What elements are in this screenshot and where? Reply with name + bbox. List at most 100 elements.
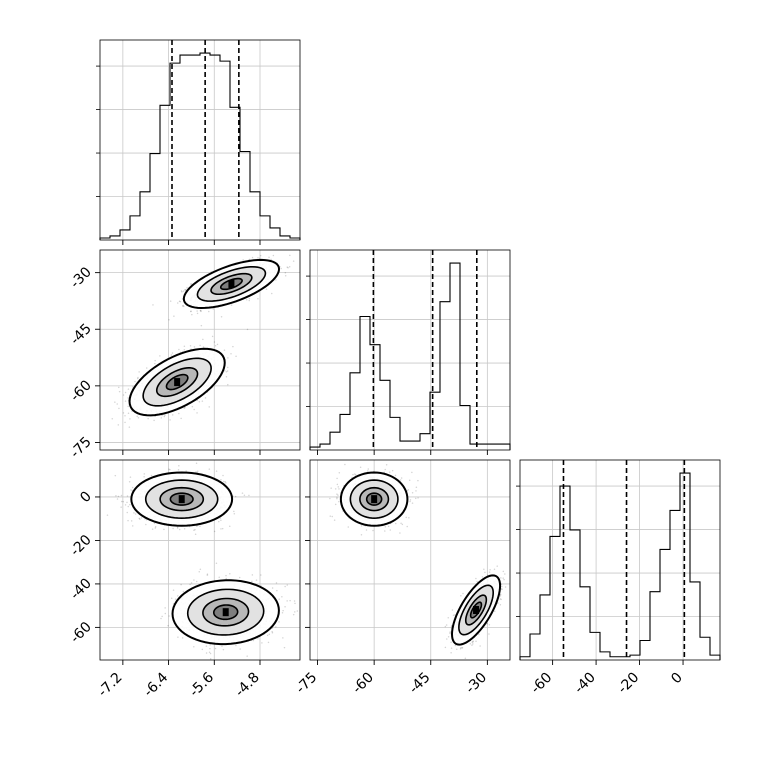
scatter-point — [220, 520, 222, 522]
scatter-point — [123, 394, 125, 396]
scatter-point — [227, 370, 229, 372]
scatter-point — [164, 416, 166, 418]
scatter-point — [222, 475, 224, 477]
scatter-point — [144, 473, 146, 475]
scatter-point — [124, 422, 126, 424]
scatter-point — [220, 479, 222, 481]
scatter-point — [183, 306, 185, 308]
scatter-point — [184, 407, 186, 409]
scatter-point — [202, 339, 204, 341]
scatter-point — [220, 528, 222, 530]
scatter-point — [252, 257, 254, 259]
scatter-point — [223, 481, 225, 483]
scatter-point — [212, 336, 214, 338]
scatter-point — [201, 325, 203, 327]
scatter-point — [249, 298, 251, 300]
scatter-point — [172, 528, 174, 530]
scatter-point — [215, 345, 217, 347]
scatter-point — [197, 313, 199, 315]
scatter-point — [268, 256, 270, 258]
scatter-point — [208, 311, 210, 313]
scatter-point — [115, 475, 117, 477]
scatter-point — [127, 495, 129, 497]
scatter-point — [177, 302, 179, 304]
scatter-point — [170, 300, 172, 302]
scatter-point — [224, 370, 226, 372]
scatter-point — [154, 363, 156, 365]
scatter-point — [195, 471, 197, 473]
scatter-point — [117, 498, 119, 500]
scatter-point — [229, 525, 231, 527]
scatter-point — [161, 417, 163, 419]
scatter-point — [287, 266, 289, 268]
scatter-point — [248, 300, 250, 302]
scatter-point — [147, 418, 149, 420]
scatter-point — [118, 424, 120, 426]
scatter-point — [118, 496, 120, 498]
scatter-point — [168, 319, 170, 321]
scatter-point — [209, 468, 211, 470]
scatter-point — [120, 506, 122, 508]
scatter-panel-p1-p2 — [100, 247, 300, 450]
scatter-point — [131, 520, 133, 522]
scatter-point — [136, 416, 138, 418]
scatter-point — [121, 495, 123, 497]
scatter-point — [248, 495, 250, 497]
scatter-point — [173, 315, 175, 317]
scatter-point — [169, 419, 171, 421]
scatter-point — [183, 290, 185, 292]
scatter-point — [153, 420, 155, 422]
scatter-point — [178, 413, 180, 415]
scatter-point — [115, 495, 117, 497]
scatter-point — [152, 304, 154, 306]
scatter-point — [145, 524, 147, 526]
density-peak — [228, 280, 234, 288]
scatter-point — [234, 513, 236, 515]
scatter-point — [119, 391, 121, 393]
scatter-point — [227, 357, 229, 359]
scatter-point — [196, 412, 198, 414]
scatter-point — [118, 387, 120, 389]
scatter-point — [212, 308, 214, 310]
scatter-panel-p1-p3 — [100, 460, 300, 660]
scatter-point — [259, 258, 261, 260]
scatter-point — [289, 266, 291, 268]
scatter-point — [127, 520, 129, 522]
scatter-point — [141, 517, 143, 519]
scatter-point — [192, 406, 194, 408]
scatter-point — [181, 291, 183, 293]
scatter-point — [107, 514, 109, 516]
scatter-point — [155, 526, 157, 528]
hist-panel-p1 — [96, 40, 300, 240]
scatter-point — [154, 360, 156, 362]
scatter-point — [227, 384, 229, 386]
scatter-point — [221, 316, 223, 318]
scatter-point — [184, 528, 186, 530]
scatter-point — [116, 403, 118, 405]
scatter-point — [199, 526, 201, 528]
scatter-point — [130, 476, 132, 478]
scatter-point — [257, 257, 259, 259]
scatter-point — [125, 392, 127, 394]
scatter-point — [128, 412, 130, 414]
scatter-point — [146, 367, 148, 369]
scatter-point — [129, 481, 131, 483]
scatter-point — [280, 268, 282, 270]
scatter-point — [138, 371, 140, 373]
scatter-point — [143, 476, 145, 478]
scatter-point — [195, 534, 197, 536]
scatter-point — [191, 314, 193, 316]
scatter-point — [246, 299, 248, 301]
scatter-point — [184, 346, 186, 348]
scatter-point — [127, 397, 129, 399]
scatter-point — [231, 304, 233, 306]
scatter-point — [128, 388, 130, 390]
scatter-point — [124, 415, 126, 417]
scatter-point — [226, 376, 228, 378]
scatter-point — [273, 255, 275, 256]
scatter-point — [127, 406, 129, 408]
scatter-point — [129, 418, 131, 420]
scatter-point — [121, 501, 123, 503]
scatter-point — [220, 518, 222, 520]
